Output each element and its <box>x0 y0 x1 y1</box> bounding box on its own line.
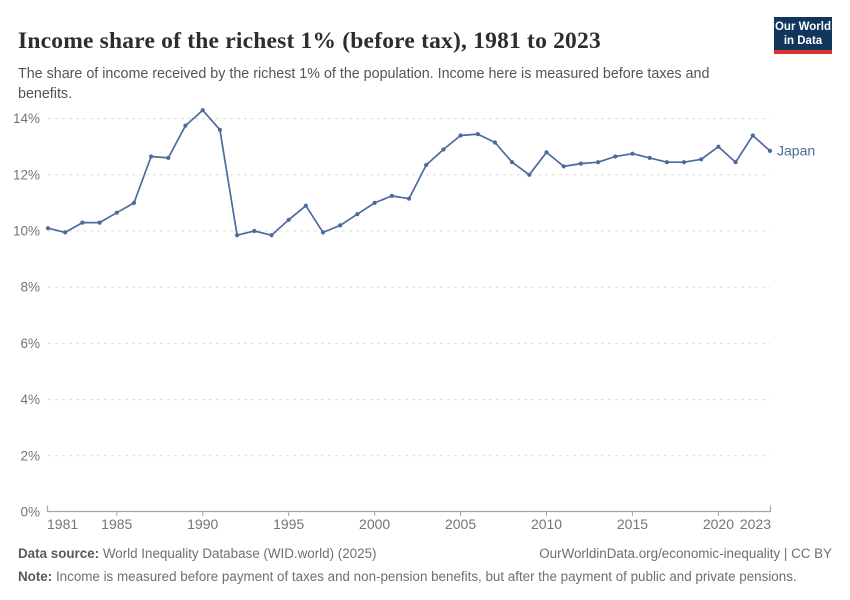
data-point-2018 <box>681 160 687 165</box>
data-point-1992 <box>235 233 240 238</box>
data-point-1984 <box>97 220 102 225</box>
x-axis-label: 2005 <box>445 516 476 532</box>
y-axis-label: 12% <box>13 167 40 182</box>
x-axis-label: 2000 <box>359 516 390 532</box>
y-axis-label: 10% <box>13 224 40 239</box>
data-point-2002 <box>406 196 412 201</box>
x-axis-label: 2023 <box>740 516 771 532</box>
x-axis-label: 2015 <box>617 516 648 532</box>
chart-subtitle: The share of income received by the rich… <box>18 66 710 103</box>
y-axis-label: 14% <box>13 111 40 126</box>
series-label-japan: Japan <box>777 142 815 158</box>
data-point-2000 <box>372 200 377 205</box>
data-point-1994 <box>269 233 274 238</box>
owid-logo-line1: Our World <box>774 21 831 33</box>
data-point-1990 <box>200 108 205 113</box>
owid-logo-line2: in Data <box>783 35 823 48</box>
data-point-2017 <box>664 160 670 165</box>
data-point-1996 <box>303 203 308 208</box>
data-point-1997 <box>320 230 326 235</box>
footer-note: Note: Income is measured before payment … <box>18 569 797 584</box>
x-axis-label: 1981 <box>47 516 78 532</box>
data-point-2021 <box>733 160 738 165</box>
data-source-label: Data source: <box>18 546 100 561</box>
y-axis-label: 0% <box>20 505 40 520</box>
data-point-1982 <box>63 230 68 235</box>
data-point-2016 <box>647 155 652 160</box>
y-axis-label: 6% <box>20 336 40 351</box>
data-point-1998 <box>338 223 343 228</box>
chart-title: Income share of the richest 1% (before t… <box>18 27 601 54</box>
data-point-2003 <box>424 162 429 168</box>
x-axis-label: 1995 <box>273 516 304 532</box>
data-point-2001 <box>389 193 394 198</box>
data-point-1989 <box>183 123 188 128</box>
owid-logo[interactable]: Our World in Data <box>774 17 832 55</box>
data-point-2014 <box>613 154 618 159</box>
data-point-2011 <box>561 164 566 169</box>
x-axis-line <box>46 505 772 513</box>
data-point-1985 <box>114 210 119 215</box>
data-point-2019 <box>699 157 704 162</box>
x-axis-label: 1990 <box>187 516 218 532</box>
data-point-2008 <box>509 160 515 165</box>
data-source-text: World Inequality Database (WID.world) (2… <box>102 546 377 561</box>
data-point-2020 <box>716 144 721 149</box>
x-axis-label: 2020 <box>703 516 734 532</box>
data-point-2006 <box>475 132 480 137</box>
data-point-2010 <box>544 150 549 155</box>
x-axis-label: 2010 <box>531 516 562 532</box>
data-point-1981 <box>45 226 51 231</box>
data-point-1987 <box>149 154 154 159</box>
footer-link[interactable]: OurWorldinData.org/economic-inequality |… <box>539 546 832 561</box>
footer-data-source: Data source: World Inequality Database (… <box>18 546 377 561</box>
data-point-1991 <box>217 127 222 132</box>
data-point-2013 <box>596 160 601 165</box>
data-point-2005 <box>458 133 463 138</box>
trend-line <box>47 109 771 237</box>
data-point-1983 <box>80 220 85 225</box>
data-point-2004 <box>441 147 446 152</box>
data-point-1993 <box>252 228 257 234</box>
data-point-2007 <box>492 140 498 145</box>
note-label: Note: <box>18 569 53 584</box>
data-point-2022 <box>750 133 755 138</box>
data-point-2015 <box>630 151 635 156</box>
data-point-1988 <box>166 155 171 160</box>
data-point-2009 <box>527 172 532 177</box>
y-axis-label: 8% <box>20 280 40 295</box>
y-axis-label: 2% <box>20 448 40 463</box>
data-point-1995 <box>286 217 291 222</box>
y-axis-label: 4% <box>20 392 40 407</box>
note-text: Income is measured before payment of tax… <box>55 569 797 584</box>
x-axis-label: 1985 <box>101 516 132 532</box>
data-point-1986 <box>131 200 137 205</box>
data-point-1999 <box>355 212 360 217</box>
data-point-2023 <box>767 148 773 153</box>
data-point-2012 <box>578 161 584 166</box>
